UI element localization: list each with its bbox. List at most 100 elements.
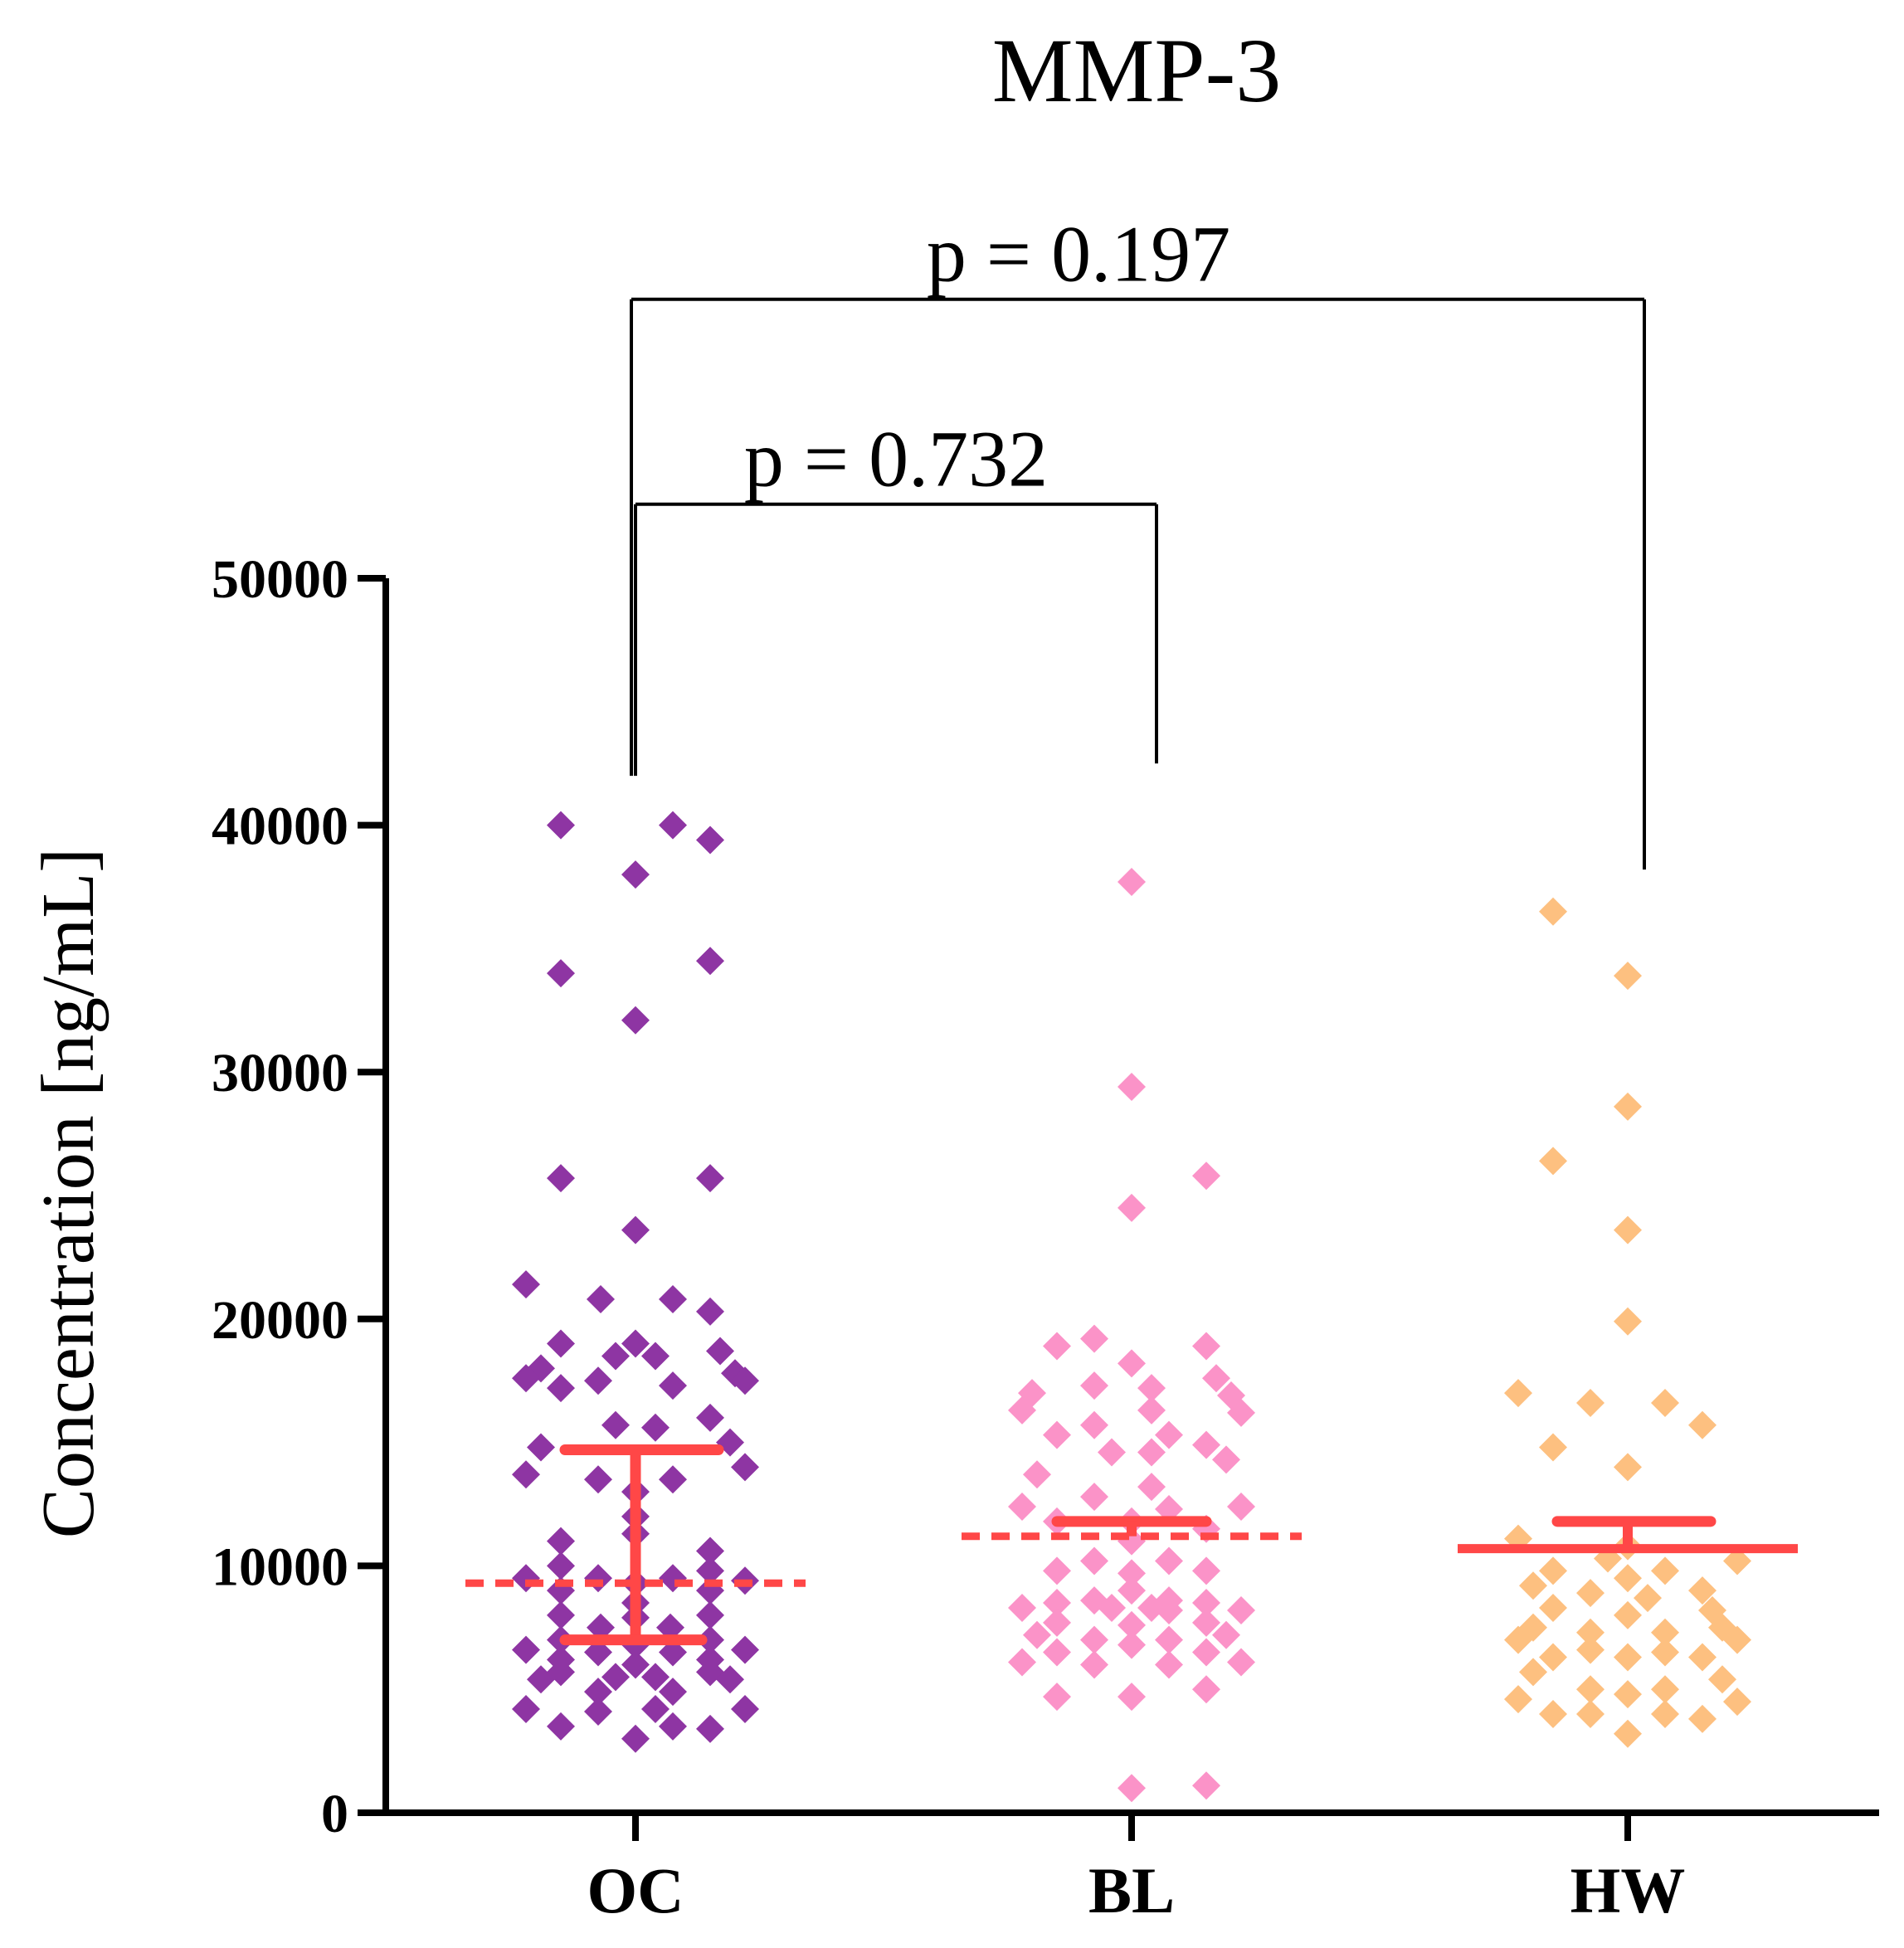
data-point-oc bbox=[621, 1215, 650, 1244]
data-point-oc bbox=[601, 1342, 630, 1371]
chart-title: MMP-3 bbox=[992, 20, 1281, 121]
data-point-oc bbox=[659, 1371, 687, 1400]
data-point-oc bbox=[731, 1695, 759, 1724]
data-point-bl bbox=[1080, 1625, 1108, 1654]
data-point-hw bbox=[1614, 1680, 1642, 1709]
data-point-oc bbox=[547, 1329, 575, 1358]
data-point-hw bbox=[1614, 1092, 1642, 1121]
data-point-oc bbox=[696, 825, 724, 855]
data-point-hw bbox=[1576, 1635, 1605, 1664]
data-point-bl bbox=[1192, 1332, 1220, 1361]
data-point-bl bbox=[1192, 1608, 1220, 1637]
data-point-oc bbox=[659, 1678, 687, 1707]
data-point-oc bbox=[706, 1337, 734, 1366]
data-point-hw bbox=[1651, 1699, 1679, 1728]
data-point-oc bbox=[641, 1413, 670, 1442]
data-point-bl bbox=[1155, 1546, 1183, 1575]
data-point-hw bbox=[1651, 1618, 1679, 1647]
data-point-oc bbox=[601, 1663, 630, 1692]
data-point-bl bbox=[1202, 1364, 1230, 1393]
data-point-oc bbox=[547, 1600, 575, 1629]
data-point-bl bbox=[1118, 1610, 1146, 1639]
data-point-oc bbox=[512, 1635, 540, 1664]
data-point-bl bbox=[1080, 1650, 1108, 1679]
data-point-oc bbox=[621, 1650, 650, 1679]
data-point-hw bbox=[1614, 962, 1642, 991]
data-point-bl bbox=[1212, 1445, 1240, 1474]
data-point-hw bbox=[1614, 1600, 1642, 1629]
data-point-hw bbox=[1519, 1571, 1547, 1600]
data-point-oc bbox=[584, 1678, 612, 1707]
y-tick-label: 30000 bbox=[212, 1043, 348, 1103]
data-point-bl bbox=[1080, 1324, 1108, 1353]
data-point-bl bbox=[1118, 1559, 1146, 1588]
data-point-bl bbox=[1212, 1620, 1240, 1649]
x-tick-label-hw: HW bbox=[1570, 1854, 1686, 1926]
data-point-oc bbox=[659, 811, 687, 840]
data-point-oc bbox=[659, 1712, 687, 1741]
data-point-bl bbox=[1155, 1625, 1183, 1654]
data-point-oc bbox=[696, 1164, 724, 1193]
data-point-bl bbox=[1118, 1576, 1146, 1605]
data-point-oc bbox=[731, 1635, 759, 1664]
data-point-hw bbox=[1576, 1699, 1605, 1728]
data-point-bl bbox=[1008, 1648, 1036, 1677]
data-point-oc bbox=[621, 1724, 650, 1753]
data-point-oc bbox=[696, 1714, 724, 1743]
data-point-hw bbox=[1614, 1307, 1642, 1336]
data-point-hw bbox=[1651, 1556, 1679, 1585]
data-point-oc bbox=[512, 1695, 540, 1724]
bracket-oc-hw-p-value: p = 0.197 bbox=[927, 210, 1230, 299]
data-point-oc bbox=[527, 1665, 555, 1694]
data-point-hw bbox=[1539, 1556, 1567, 1585]
data-point-hw bbox=[1688, 1410, 1717, 1439]
y-tick-label: 50000 bbox=[212, 549, 348, 610]
data-point-bl bbox=[1227, 1398, 1255, 1427]
data-point-oc bbox=[584, 1366, 612, 1395]
data-point-hw bbox=[1651, 1638, 1679, 1667]
data-point-bl bbox=[1155, 1595, 1183, 1624]
y-tick-label: 10000 bbox=[212, 1536, 348, 1597]
data-point-oc bbox=[641, 1695, 670, 1724]
data-point-hw bbox=[1539, 1147, 1567, 1176]
data-point-bl bbox=[1080, 1483, 1108, 1512]
data-point-bl bbox=[1043, 1420, 1071, 1449]
data-point-bl bbox=[1008, 1395, 1036, 1424]
data-point-oc bbox=[716, 1665, 744, 1694]
data-point-bl bbox=[1192, 1589, 1220, 1618]
data-point-bl bbox=[1155, 1650, 1183, 1679]
data-point-oc bbox=[547, 1164, 575, 1193]
data-point-bl bbox=[1137, 1438, 1166, 1467]
data-point-bl bbox=[1227, 1492, 1255, 1521]
data-point-bl bbox=[1155, 1420, 1183, 1449]
data-point-bl bbox=[1118, 1683, 1146, 1712]
data-point-oc bbox=[547, 1374, 575, 1403]
data-point-oc bbox=[547, 1527, 575, 1556]
y-tick-label: 40000 bbox=[212, 796, 348, 857]
data-point-oc bbox=[696, 1556, 724, 1585]
data-point-oc bbox=[731, 1366, 759, 1395]
data-point-hw bbox=[1614, 1215, 1642, 1244]
data-point-oc bbox=[587, 1284, 615, 1313]
data-point-hw bbox=[1576, 1675, 1605, 1704]
data-point-hw bbox=[1651, 1675, 1679, 1704]
data-point-bl bbox=[1043, 1608, 1071, 1637]
data-point-bl bbox=[1192, 1638, 1220, 1667]
data-point-bl bbox=[1023, 1620, 1051, 1649]
data-point-hw bbox=[1539, 1593, 1567, 1622]
data-point-hw bbox=[1614, 1719, 1642, 1748]
data-point-bl bbox=[1137, 1593, 1166, 1622]
x-tick-label-oc: OC bbox=[587, 1854, 684, 1926]
data-point-hw bbox=[1723, 1687, 1751, 1717]
data-point-hw bbox=[1723, 1625, 1751, 1654]
data-point-oc bbox=[621, 860, 650, 889]
data-point-bl bbox=[1098, 1593, 1126, 1622]
data-point-bl bbox=[1098, 1438, 1126, 1467]
data-point-hw bbox=[1519, 1658, 1547, 1687]
data-point-bl bbox=[1043, 1589, 1071, 1618]
data-point-bl bbox=[1137, 1395, 1166, 1424]
data-point-hw bbox=[1504, 1625, 1532, 1654]
data-point-oc bbox=[547, 1551, 575, 1580]
data-point-bl bbox=[1118, 1193, 1146, 1222]
data-point-hw bbox=[1504, 1379, 1532, 1408]
